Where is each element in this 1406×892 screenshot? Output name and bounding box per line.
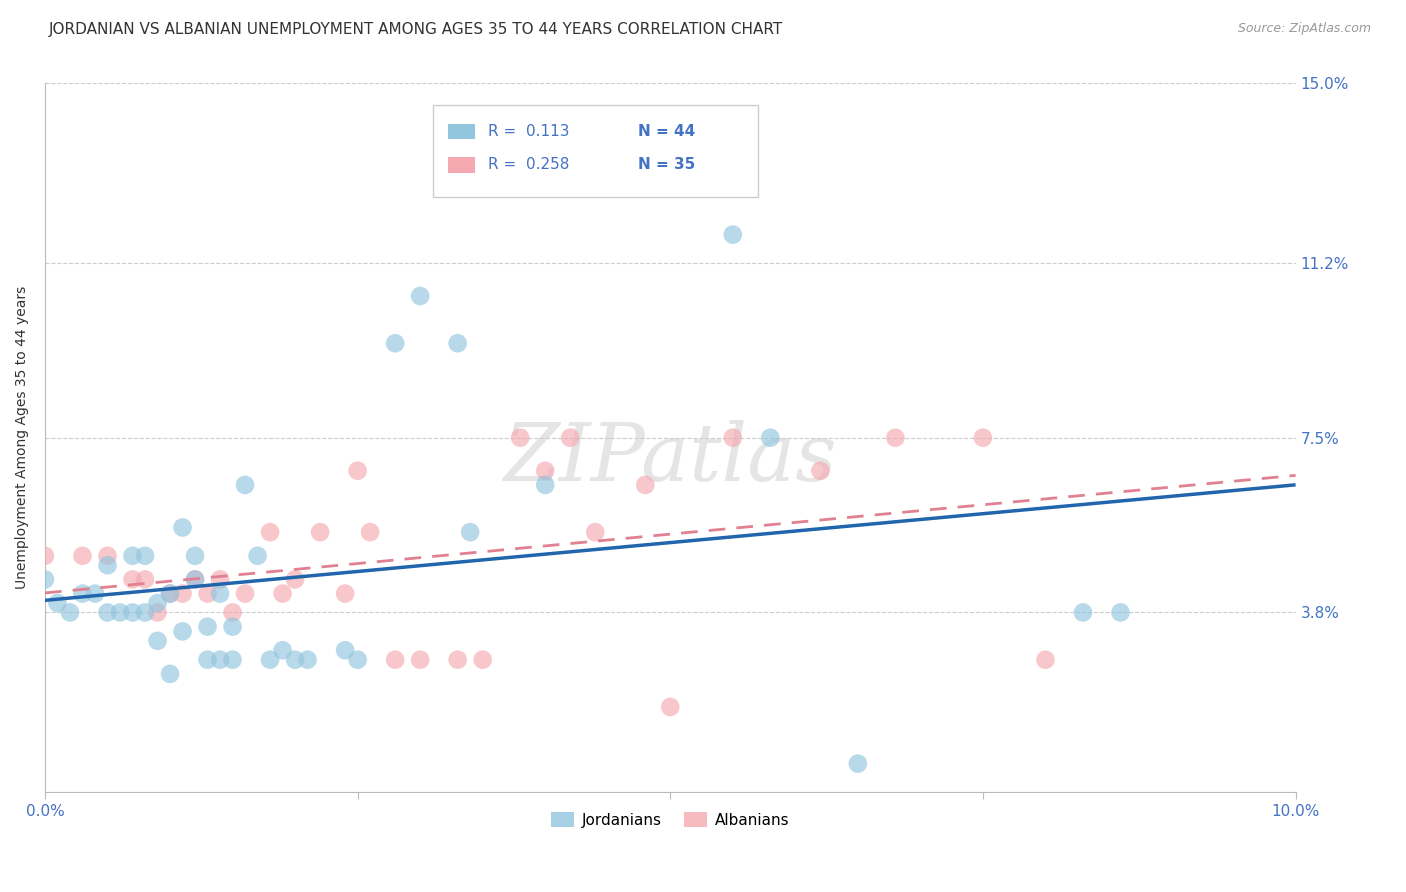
Jordanians <box>172 624 194 639</box>
Jordanians <box>284 653 307 667</box>
Albanians <box>808 464 831 478</box>
Y-axis label: Unemployment Among Ages 35 to 44 years: Unemployment Among Ages 35 to 44 years <box>15 286 30 590</box>
Jordanians <box>184 573 207 587</box>
Albanians <box>184 573 207 587</box>
Jordanians <box>233 478 256 492</box>
Albanians <box>233 586 256 600</box>
Text: N = 35: N = 35 <box>638 157 695 172</box>
Jordanians <box>159 666 181 681</box>
Albanians <box>634 478 657 492</box>
Jordanians <box>447 336 470 351</box>
Albanians <box>884 431 907 445</box>
Albanians <box>1035 653 1057 667</box>
Text: R =  0.113: R = 0.113 <box>488 124 569 139</box>
Jordanians <box>534 478 557 492</box>
Albanians <box>972 431 994 445</box>
Text: JORDANIAN VS ALBANIAN UNEMPLOYMENT AMONG AGES 35 TO 44 YEARS CORRELATION CHART: JORDANIAN VS ALBANIAN UNEMPLOYMENT AMONG… <box>49 22 783 37</box>
Albanians <box>209 573 232 587</box>
Jordanians <box>1109 606 1132 620</box>
FancyBboxPatch shape <box>433 104 758 197</box>
Jordanians <box>184 549 207 563</box>
Jordanians <box>121 606 143 620</box>
Jordanians <box>221 653 243 667</box>
Bar <box>447 157 475 173</box>
Albanians <box>159 586 181 600</box>
Jordanians <box>846 756 869 771</box>
Jordanians <box>721 227 744 242</box>
Albanians <box>333 586 356 600</box>
Albanians <box>197 586 219 600</box>
Albanians <box>309 525 332 540</box>
Jordanians <box>271 643 294 657</box>
Jordanians <box>458 525 481 540</box>
Jordanians <box>246 549 269 563</box>
Text: Source: ZipAtlas.com: Source: ZipAtlas.com <box>1237 22 1371 36</box>
Albanians <box>534 464 557 478</box>
Albanians <box>134 573 156 587</box>
Albanians <box>346 464 368 478</box>
Jordanians <box>221 620 243 634</box>
Albanians <box>146 606 169 620</box>
Legend: Jordanians, Albanians: Jordanians, Albanians <box>546 805 796 834</box>
Jordanians <box>384 336 406 351</box>
Jordanians <box>209 586 232 600</box>
Jordanians <box>46 596 69 610</box>
Albanians <box>72 549 94 563</box>
Jordanians <box>346 653 368 667</box>
Jordanians <box>34 573 56 587</box>
Jordanians <box>409 289 432 303</box>
Albanians <box>384 653 406 667</box>
Text: N = 44: N = 44 <box>638 124 695 139</box>
Jordanians <box>121 549 143 563</box>
Jordanians <box>759 431 782 445</box>
Jordanians <box>96 606 118 620</box>
Albanians <box>284 573 307 587</box>
Jordanians <box>134 549 156 563</box>
Albanians <box>121 573 143 587</box>
Jordanians <box>197 653 219 667</box>
Albanians <box>659 700 682 714</box>
Albanians <box>509 431 531 445</box>
Albanians <box>221 606 243 620</box>
Jordanians <box>96 558 118 573</box>
Jordanians <box>197 620 219 634</box>
Albanians <box>96 549 118 563</box>
Albanians <box>34 549 56 563</box>
Jordanians <box>172 520 194 534</box>
Jordanians <box>259 653 281 667</box>
Jordanians <box>1071 606 1094 620</box>
Jordanians <box>333 643 356 657</box>
Text: R =  0.258: R = 0.258 <box>488 157 569 172</box>
Albanians <box>359 525 381 540</box>
Jordanians <box>146 596 169 610</box>
Jordanians <box>84 586 107 600</box>
Bar <box>447 124 475 139</box>
Albanians <box>721 431 744 445</box>
Albanians <box>409 653 432 667</box>
Albanians <box>471 653 494 667</box>
Albanians <box>271 586 294 600</box>
Albanians <box>583 525 606 540</box>
Text: ZIPatlas: ZIPatlas <box>503 420 837 498</box>
Jordanians <box>146 633 169 648</box>
Jordanians <box>59 606 82 620</box>
Jordanians <box>108 606 131 620</box>
Albanians <box>259 525 281 540</box>
Jordanians <box>209 653 232 667</box>
Albanians <box>447 653 470 667</box>
Albanians <box>172 586 194 600</box>
Jordanians <box>159 586 181 600</box>
Albanians <box>560 431 582 445</box>
Jordanians <box>297 653 319 667</box>
Jordanians <box>72 586 94 600</box>
Jordanians <box>134 606 156 620</box>
